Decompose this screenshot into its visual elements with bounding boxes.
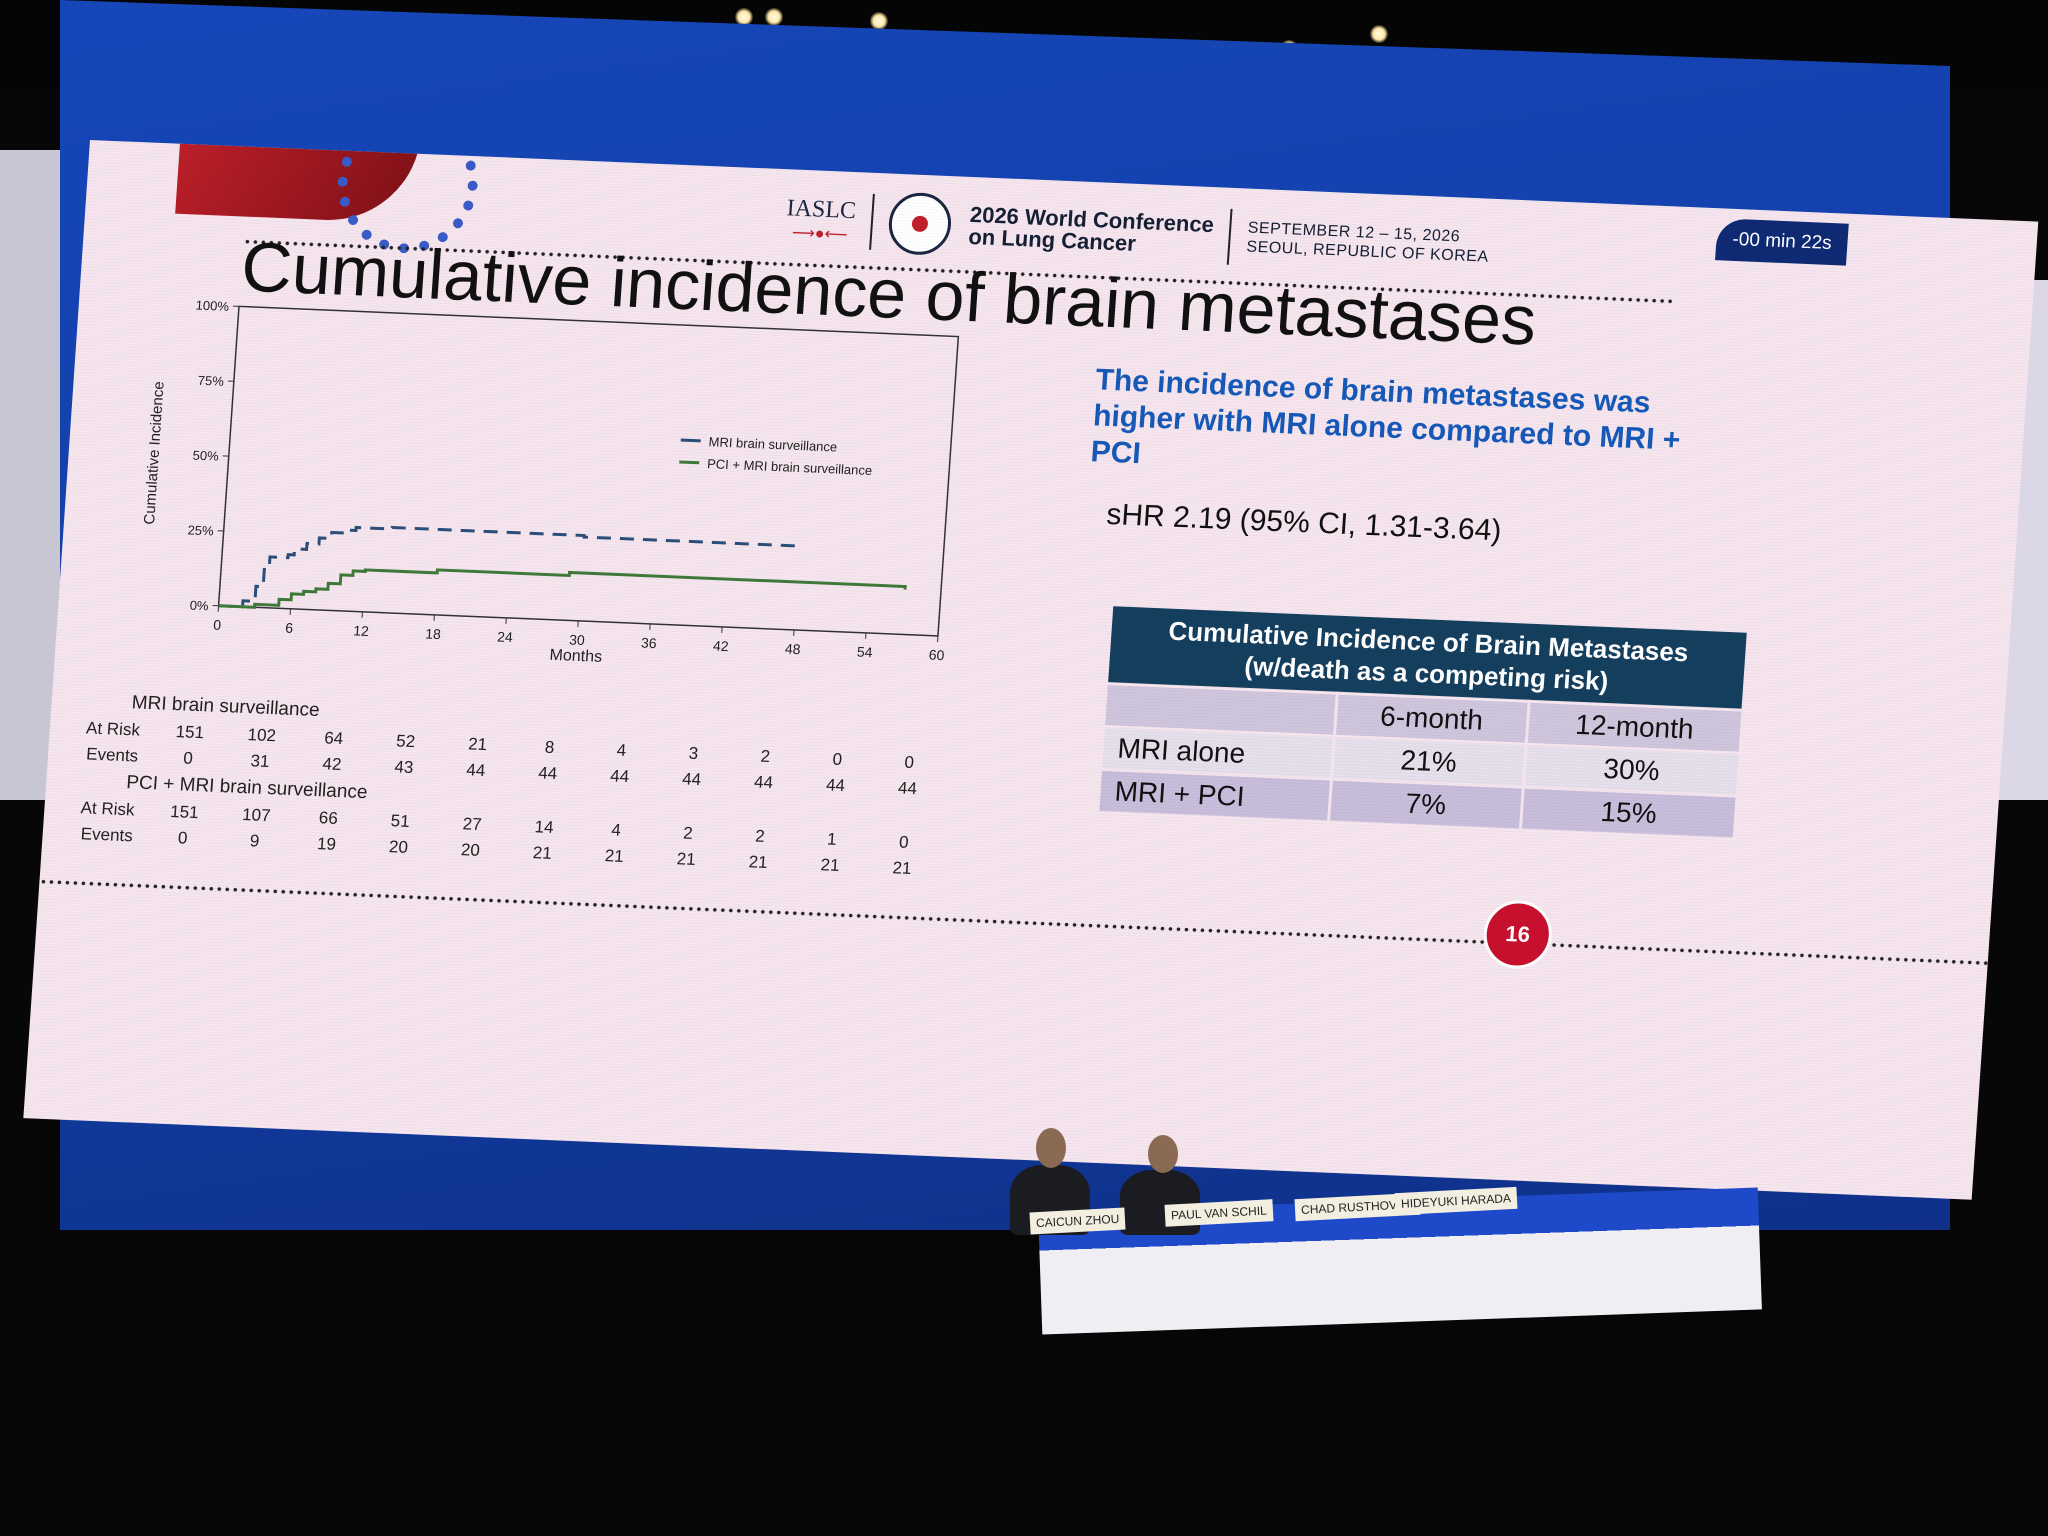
risk-table-value: 1: [826, 829, 838, 849]
risk-table-value: 21: [604, 846, 625, 866]
risk-table-value: 0: [831, 749, 843, 770]
risk-table-value: 44: [753, 772, 774, 793]
risk-table-value: 21: [820, 855, 841, 876]
risk-table-value: 4: [610, 820, 622, 840]
risk-table-value: 64: [323, 728, 344, 749]
slide-page-number: 16: [1481, 899, 1555, 970]
x-tick-label: 36: [641, 635, 658, 652]
risk-table-value: 44: [681, 769, 702, 790]
risk-table-value: 0: [182, 748, 194, 768]
risk-table-value: 14: [534, 817, 555, 837]
risk-table-value: 102: [247, 725, 277, 746]
legend-swatch-2: [679, 460, 700, 465]
series-line-1: [218, 525, 802, 609]
x-tick-label: 42: [713, 638, 730, 655]
y-axis-label: Cumulative Incidence: [141, 381, 168, 525]
at-risk-label: At Risk: [80, 798, 136, 820]
stage-light: [870, 12, 888, 30]
cumulative-incidence-table: Cumulative Incidence of Brain Metastases…: [1096, 603, 1750, 840]
risk-table-value: 8: [544, 737, 555, 757]
risk-table-value: 20: [388, 837, 409, 857]
row-label-mri-pci: MRI + PCI: [1097, 769, 1332, 822]
cell-mri-pci-6-month: 7%: [1328, 779, 1524, 830]
risk-table-value: 21: [532, 843, 553, 863]
x-axis-label: Months: [549, 647, 603, 666]
iaslc-logo: IASLC ⟶●⟵: [784, 194, 857, 245]
risk-table-value: 44: [897, 778, 918, 799]
y-tick-label: 0%: [189, 598, 209, 614]
legend-label-2: PCI + MRI brain surveillance: [707, 456, 873, 478]
key-finding-text: The incidence of brain metastases was hi…: [1089, 363, 1682, 471]
legend-label-1: MRI brain surveillance: [708, 434, 837, 454]
risk-table-value: 9: [249, 831, 261, 851]
at-risk-label: At Risk: [85, 718, 141, 740]
panelist-head: [1036, 1128, 1066, 1168]
stage-light: [1370, 25, 1388, 43]
x-tick-label: 6: [285, 620, 294, 636]
y-tick-label: 50%: [192, 448, 219, 464]
cell-mri-pci-12-month: 15%: [1520, 787, 1738, 839]
risk-table-value: 42: [321, 754, 343, 775]
risk-table-value: 44: [609, 766, 630, 787]
risk-table-value: 2: [754, 826, 766, 846]
bottom-dotted-divider: [39, 878, 1988, 967]
x-tick-label: 0: [213, 617, 222, 633]
conference-dates: SEPTEMBER 12 – 15, 2026 SEOUL, REPUBLIC …: [1246, 219, 1491, 267]
x-tick-label: 60: [928, 647, 945, 664]
risk-table-value: 151: [175, 722, 205, 743]
conference-name: 2026 World Conference on Lung Cancer: [968, 202, 1215, 258]
stage-light: [765, 8, 783, 26]
series-line-2: [218, 568, 907, 609]
risk-table-value: 2: [682, 823, 694, 843]
presentation-slide: IASLC ⟶●⟵ 2026 World Conference on Lung …: [23, 140, 2039, 1200]
subdistribution-hazard-ratio: sHR 2.19 (95% CI, 1.31-3.64): [1105, 497, 1503, 548]
risk-table-value: 44: [825, 775, 846, 796]
risk-table-value: 151: [169, 801, 200, 823]
countdown-timer: -00 min 22s: [1715, 218, 1850, 266]
risk-table-value: 19: [316, 834, 337, 854]
x-tick-label: 12: [353, 622, 370, 639]
risk-table-value: 44: [537, 763, 558, 784]
x-tick-label: 48: [784, 641, 801, 658]
risk-table-value: 27: [462, 814, 483, 834]
header-separator: [1227, 208, 1234, 265]
y-tick-label: 75%: [197, 373, 224, 389]
events-label: Events: [80, 824, 134, 846]
risk-table-value: 31: [249, 751, 271, 772]
risk-table-value: 21: [891, 858, 913, 879]
risk-table-value: 107: [241, 804, 272, 826]
risk-table-value: 21: [676, 849, 697, 869]
risk-table-value: 2: [760, 746, 771, 767]
risk-table-value: 21: [467, 734, 488, 755]
risk-table-value: 0: [903, 752, 915, 773]
x-tick-label: 18: [425, 625, 442, 642]
y-tick-label: 25%: [187, 522, 214, 538]
x-tick-label: 54: [856, 644, 873, 661]
risk-table-value: 43: [393, 757, 415, 778]
risk-table-value: 4: [616, 740, 627, 760]
left-side-screen: [0, 150, 60, 800]
risk-table-value: 0: [898, 832, 910, 852]
events-label: Events: [85, 744, 139, 766]
cumulative-incidence-chart: 0 6 12 18 24 30 36 42 48 54 60 0% 25% 50% 75% 100% Month…: [141, 298, 960, 666]
risk-table-value: 21: [748, 852, 769, 872]
risk-table-value: 51: [390, 811, 411, 831]
risk-table-value: 0: [177, 828, 189, 848]
conference-emblem-icon: [887, 191, 954, 257]
x-tick-label: 30: [569, 632, 586, 649]
panelist-head: [1148, 1135, 1178, 1173]
x-tick-label: 24: [497, 629, 514, 646]
header-separator: [869, 193, 876, 250]
risk-table-value: 20: [460, 840, 481, 860]
risk-table-value: 66: [318, 808, 339, 828]
stage-light: [735, 8, 753, 26]
risk-table-value: 3: [688, 743, 699, 763]
y-tick-label: 100%: [195, 298, 230, 314]
legend-swatch-1: [680, 438, 701, 443]
lung-icon: ⟶●⟵: [791, 223, 849, 244]
risk-table-value: 52: [395, 731, 416, 752]
risk-table-value: 44: [465, 760, 486, 781]
iaslc-logo-text: IASLC: [785, 194, 857, 224]
